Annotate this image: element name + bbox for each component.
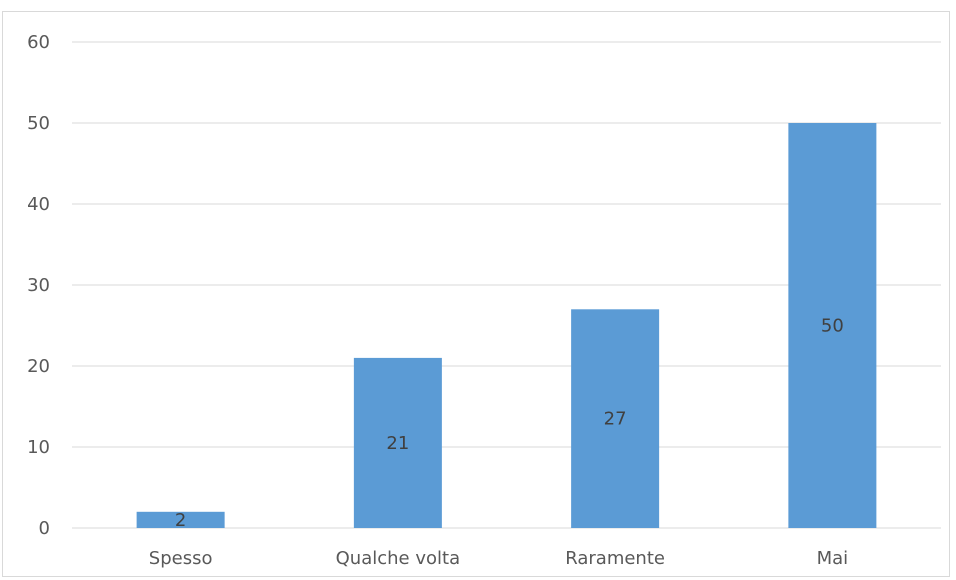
y-tick-label: 50: [27, 113, 50, 134]
bar-raramente: [571, 309, 660, 528]
data-labels: 2 21 27 50: [175, 316, 844, 531]
data-label: 27: [604, 409, 627, 430]
data-label: 2: [175, 510, 186, 531]
y-tick-label: 20: [27, 356, 50, 377]
data-label: 21: [386, 433, 409, 454]
category-label: Raramente: [565, 548, 665, 569]
bar-mai: [788, 123, 877, 528]
bars: [136, 123, 877, 528]
y-axis-tick-labels: 0 10 20 30 40 50 60: [27, 32, 50, 539]
y-tick-label: 40: [27, 194, 50, 215]
x-axis-category-labels: Spesso Qualche volta Raramente Mai: [149, 548, 848, 569]
y-tick-label: 10: [27, 437, 50, 458]
y-tick-label: 60: [27, 32, 50, 53]
category-label: Qualche volta: [336, 548, 460, 569]
data-label: 50: [821, 316, 844, 337]
bar-spesso: [136, 511, 225, 528]
chart-frame: [2, 11, 950, 577]
y-tick-label: 30: [27, 275, 50, 296]
y-tick-label: 0: [39, 518, 50, 539]
bar-qualche-volta: [353, 357, 442, 528]
category-label: Mai: [817, 548, 849, 569]
category-label: Spesso: [149, 548, 213, 569]
